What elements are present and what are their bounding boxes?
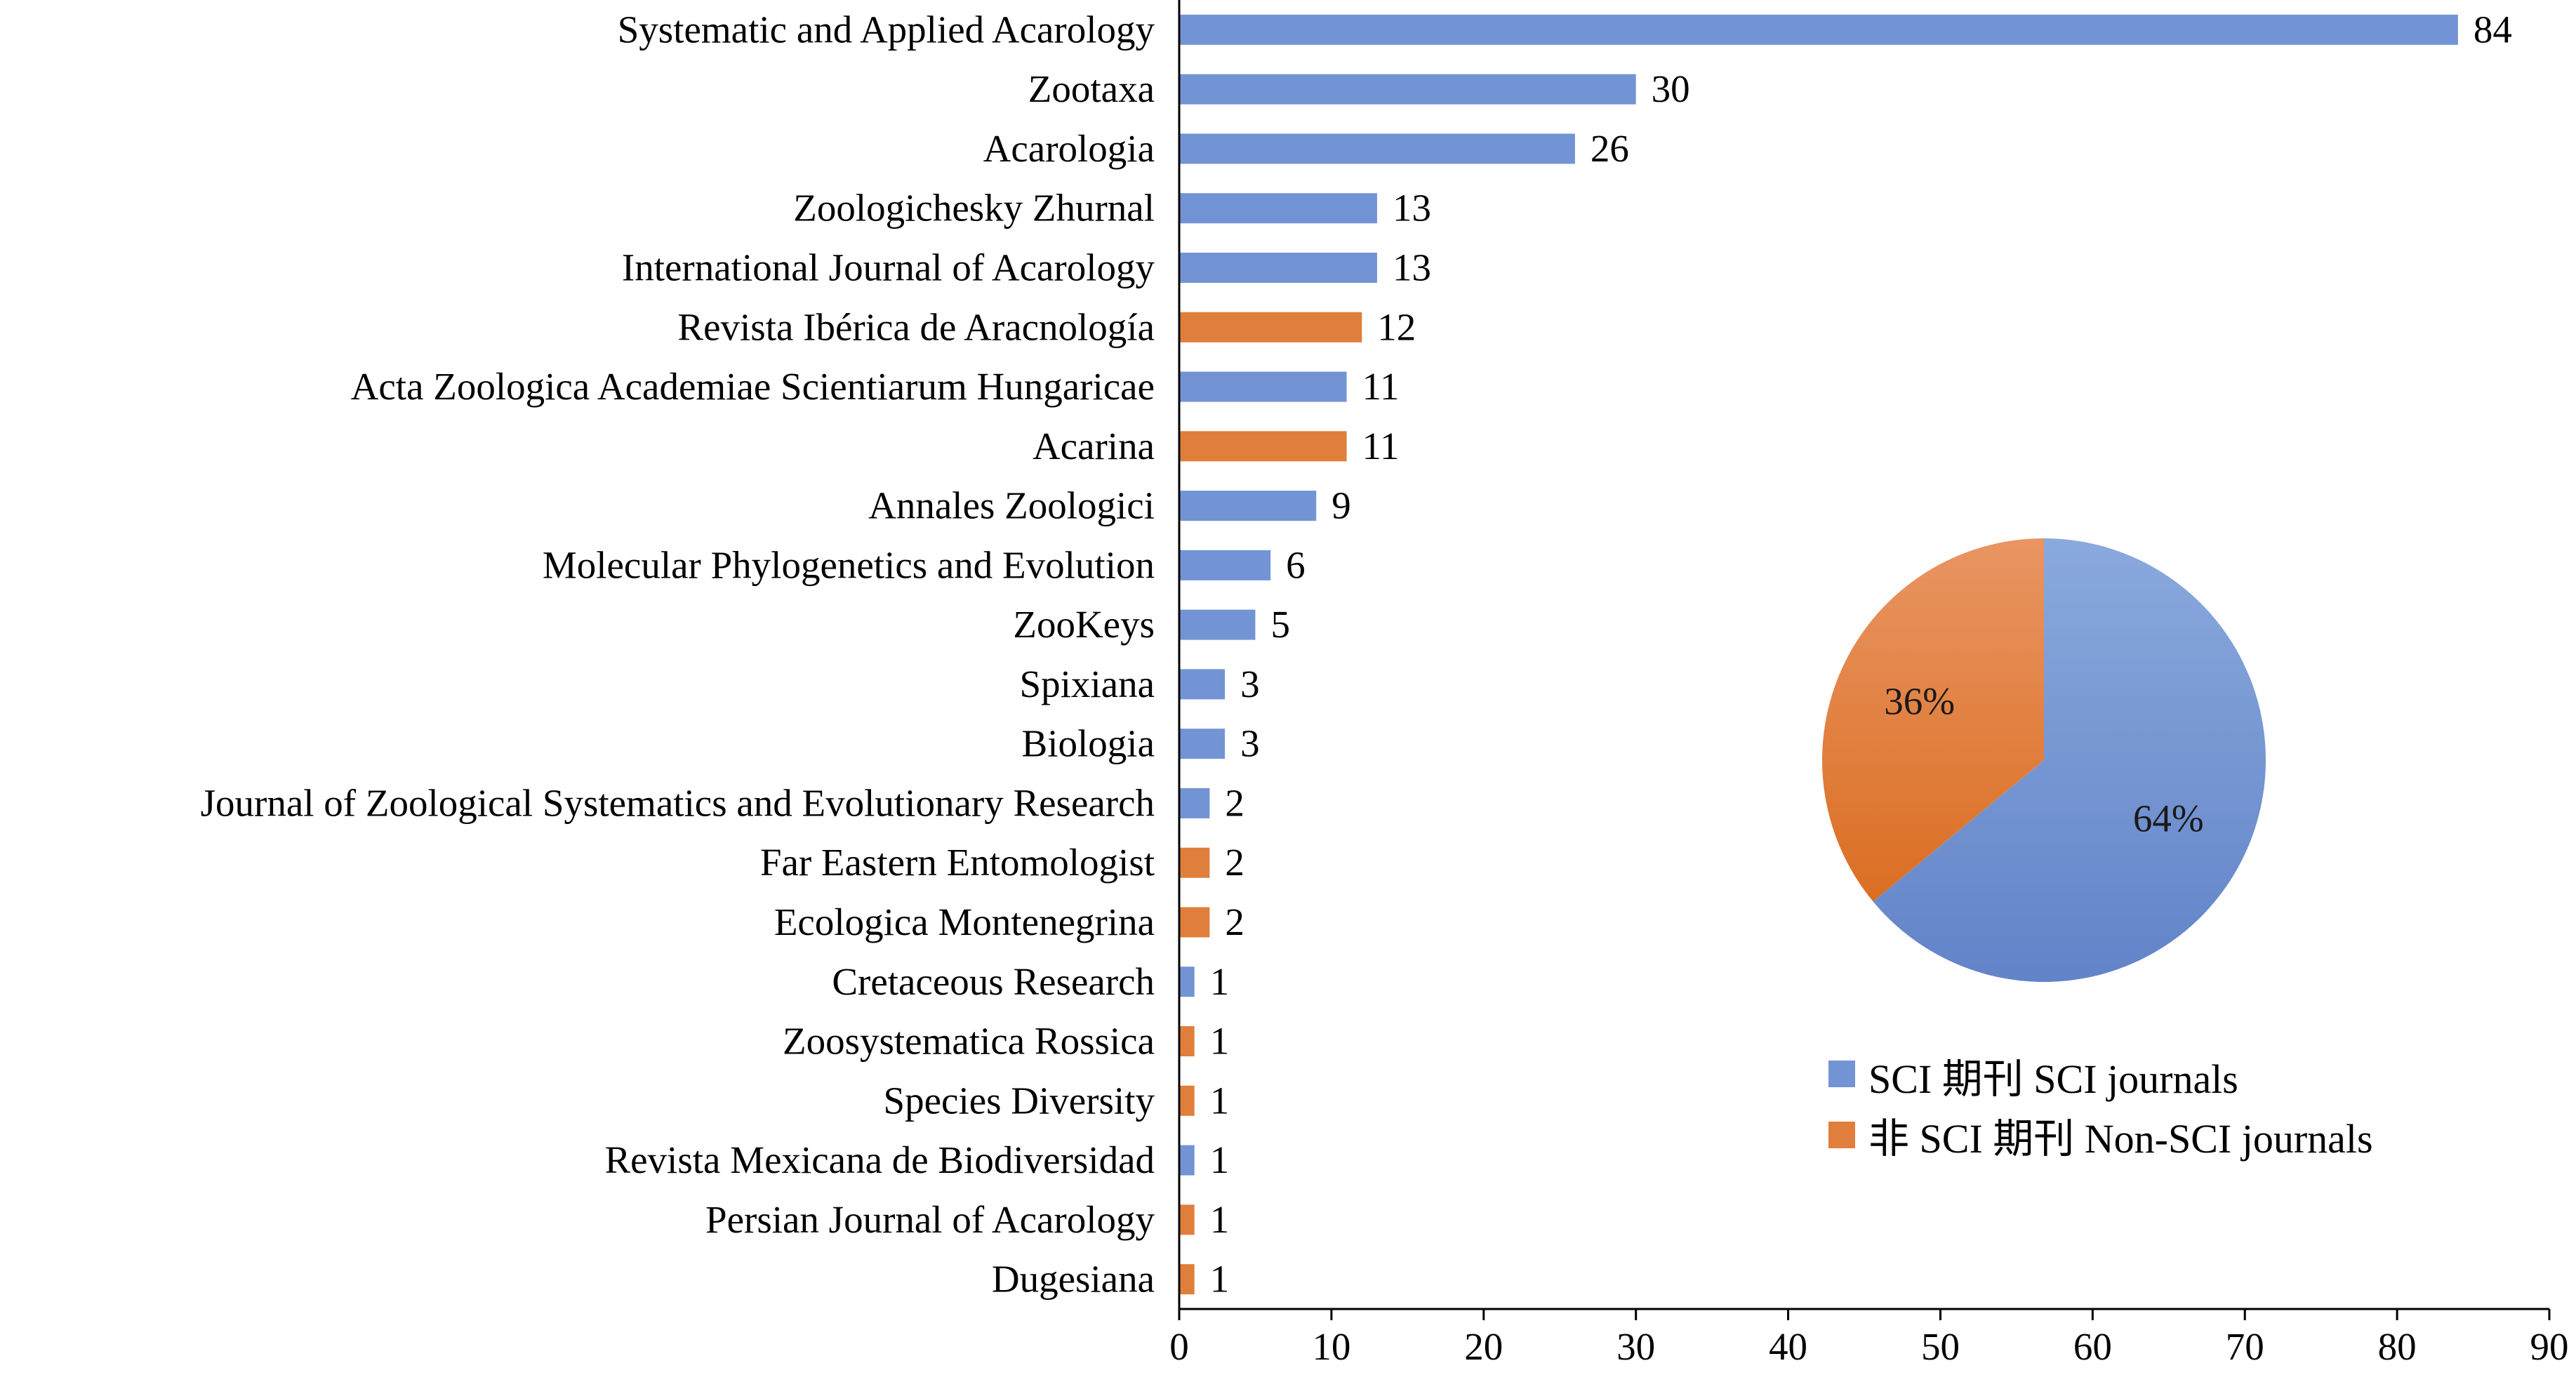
category-label-13: Biologia: [1022, 722, 1155, 765]
bar-16: [1179, 907, 1210, 938]
value-label-21: 1: [1210, 1198, 1230, 1241]
bar-20: [1179, 1145, 1195, 1176]
pie-slice-non: [1821, 538, 2044, 902]
value-label-1: 84: [2474, 8, 2512, 51]
bar-14: [1179, 788, 1210, 818]
x-tick-label-80: 80: [2378, 1325, 2417, 1368]
value-label-18: 1: [1210, 1020, 1230, 1063]
value-label-12: 3: [1240, 663, 1260, 705]
bar-13: [1179, 729, 1226, 759]
bar-17: [1179, 966, 1195, 997]
bar-3: [1179, 133, 1575, 164]
value-label-14: 2: [1225, 781, 1244, 824]
category-label-2: Zootaxa: [1028, 67, 1155, 110]
category-label-20: Revista Mexicana de Biodiversidad: [604, 1138, 1155, 1181]
category-label-3: Acarologia: [983, 127, 1155, 170]
bar-22: [1179, 1264, 1195, 1295]
pie-chart: 64% 36%: [1821, 538, 2266, 982]
bar-15: [1179, 847, 1210, 878]
value-label-2: 30: [1652, 67, 1690, 110]
legend: SCI 期刊 SCI journals 非 SCI 期刊 Non-SCI jou…: [1828, 1056, 2373, 1162]
category-label-22: Dugesiana: [992, 1258, 1155, 1301]
x-tick-label-30: 30: [1616, 1325, 1655, 1368]
category-label-11: ZooKeys: [1013, 603, 1155, 646]
bars: [1179, 14, 2458, 1295]
category-label-14: Journal of Zoological Systematics and Ev…: [201, 781, 1155, 824]
x-tick-label-10: 10: [1312, 1325, 1350, 1368]
bar-21: [1179, 1204, 1195, 1235]
value-label-20: 1: [1210, 1138, 1230, 1181]
bar-4: [1179, 193, 1377, 224]
x-tick-label-50: 50: [1921, 1325, 1960, 1368]
bar-10: [1179, 550, 1271, 580]
bar-11: [1179, 609, 1256, 640]
category-label-21: Persian Journal of Acarology: [705, 1198, 1155, 1241]
x-tick-label-70: 70: [2226, 1325, 2264, 1368]
bar-8: [1179, 431, 1347, 462]
value-label-11: 5: [1270, 603, 1290, 646]
x-tick-label-20: 20: [1464, 1325, 1503, 1368]
pie-slices: [1821, 538, 2266, 982]
bar-7: [1179, 371, 1347, 402]
value-label-5: 13: [1393, 246, 1431, 288]
value-label-16: 2: [1225, 901, 1244, 943]
category-label-7: Acta Zoologica Academiae Scientiarum Hun…: [351, 365, 1155, 408]
value-label-19: 1: [1210, 1079, 1230, 1122]
pie-label-non: 36%: [1884, 680, 1955, 723]
category-label-5: International Journal of Acarology: [622, 246, 1155, 288]
bar-9: [1179, 491, 1317, 521]
x-tick-label-0: 0: [1169, 1325, 1189, 1368]
category-label-17: Cretaceous Research: [832, 960, 1155, 1003]
value-label-3: 26: [1591, 127, 1629, 170]
category-label-4: Zoologichesky Zhurnal: [793, 187, 1155, 230]
bar-19: [1179, 1085, 1195, 1116]
value-label-7: 11: [1362, 365, 1400, 408]
bar-12: [1179, 669, 1226, 700]
x-tick-label-40: 40: [1769, 1325, 1807, 1368]
bar-18: [1179, 1026, 1195, 1057]
category-label-19: Species Diversity: [884, 1079, 1155, 1122]
category-label-6: Revista Ibérica de Aracnología: [677, 305, 1155, 348]
category-label-9: Annales Zoologici: [868, 484, 1155, 527]
category-label-12: Spixiana: [1020, 663, 1155, 705]
x-tick-label-90: 90: [2530, 1325, 2569, 1368]
value-label-8: 11: [1362, 425, 1400, 467]
category-label-1: Systematic and Applied Acarology: [618, 8, 1155, 51]
bar-1: [1179, 14, 2458, 45]
pie-slice-sci: [1873, 538, 2266, 982]
value-label-6: 12: [1377, 305, 1416, 348]
legend-swatch-sci: [1828, 1061, 1855, 1087]
pie-label-sci: 64%: [2133, 797, 2204, 839]
x-tick-label-60: 60: [2073, 1325, 2112, 1368]
category-label-8: Acarina: [1033, 425, 1155, 467]
value-label-4: 13: [1393, 187, 1431, 230]
pie-labels: 64% 36%: [1884, 680, 2203, 840]
value-label-17: 1: [1210, 960, 1230, 1003]
bar-chart: Systematic and Applied Acarology Zootaxa A…: [201, 0, 2569, 1368]
bar-6: [1179, 312, 1362, 343]
legend-swatch-non: [1828, 1122, 1855, 1148]
value-label-22: 1: [1210, 1258, 1230, 1301]
legend-label-non: 非 SCI 期刊 Non-SCI journals: [1868, 1116, 2373, 1162]
category-label-18: Zoosystematica Rossica: [783, 1020, 1155, 1063]
bar-5: [1179, 252, 1377, 283]
category-label-16: Ecologica Montenegrina: [774, 901, 1155, 943]
legend-label-sci: SCI 期刊 SCI journals: [1868, 1056, 2238, 1102]
category-label-15: Far Eastern Entomologist: [760, 841, 1155, 884]
category-label-10: Molecular Phylogenetics and Evolution: [543, 543, 1155, 586]
bar-2: [1179, 74, 1636, 105]
value-label-15: 2: [1225, 841, 1244, 884]
value-label-10: 6: [1286, 543, 1306, 586]
x-axis: 0 10 20 30 40 50 60 70 80 90: [1169, 1308, 2569, 1368]
category-labels: Systematic and Applied Acarology Zootaxa A…: [201, 8, 1155, 1300]
value-label-13: 3: [1240, 722, 1260, 765]
value-label-9: 9: [1332, 484, 1351, 527]
